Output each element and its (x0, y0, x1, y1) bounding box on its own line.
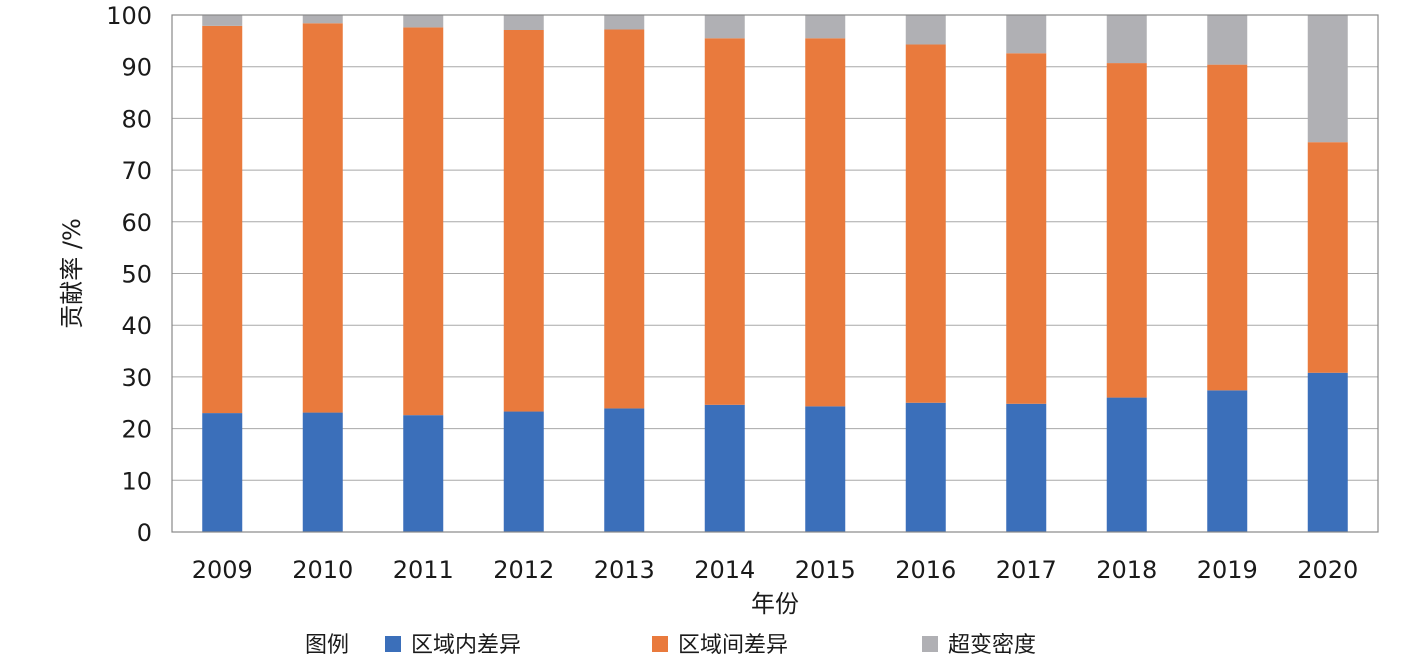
bar-segment (503, 15, 544, 30)
y-tick-label: 0 (137, 519, 152, 547)
bar-segment (805, 15, 846, 39)
legend-swatch (922, 636, 938, 652)
bar-segment (302, 15, 343, 24)
bar-segment (704, 404, 745, 532)
bar-segment (805, 38, 846, 407)
bar-segment (1106, 63, 1147, 398)
bar-segment (1207, 15, 1248, 65)
x-tick-label: 2014 (694, 556, 755, 584)
y-axis-title: 贡献率 /% (58, 218, 86, 329)
bar-segment (905, 402, 946, 532)
x-tick-label: 2013 (594, 556, 655, 584)
bar-segment (1207, 390, 1248, 532)
bar-segment (403, 27, 444, 416)
bar-segment (1207, 64, 1248, 391)
x-tick-labels: 2009 2010 2011 2012 2013 2014 2015 2016 2017 2018… (192, 556, 1359, 584)
bar-segment (1106, 15, 1147, 64)
x-tick-label: 2015 (795, 556, 856, 584)
bar-segment (1307, 15, 1348, 143)
bar-segment (604, 29, 645, 409)
plot-frame (171, 14, 1379, 533)
legend-swatch (652, 636, 668, 652)
bar-segment (704, 38, 745, 405)
bar-segment (403, 415, 444, 532)
bar-segment (604, 408, 645, 532)
bar-segment (302, 23, 343, 413)
bar-segment (805, 406, 846, 532)
legend: 图例 区域内差异 区域间差异 超变密度 (305, 633, 1036, 658)
y-tick-label: 20 (121, 416, 152, 444)
y-tick-labels: 0 10 20 30 40 50 60 70 80 90 100 (106, 2, 152, 547)
legend-label: 区域内差异 (411, 633, 521, 658)
legend-swatch (385, 636, 401, 652)
x-tick-label: 2009 (192, 556, 253, 584)
bar-segment (1006, 403, 1047, 532)
legend-label: 区域间差异 (678, 633, 788, 658)
bar-segment (503, 411, 544, 532)
y-tick-label: 90 (121, 54, 152, 82)
bar-segment (604, 15, 645, 30)
x-tick-label: 2012 (493, 556, 554, 584)
y-tick-label: 80 (121, 105, 152, 133)
legend-label: 超变密度 (948, 633, 1036, 658)
y-tick-label: 60 (121, 209, 152, 237)
bars (202, 15, 1348, 532)
bar-segment (1006, 53, 1047, 404)
bar-segment (403, 15, 444, 28)
y-tick-label: 100 (106, 2, 152, 30)
y-tick-label: 70 (121, 157, 152, 185)
legend-title: 图例 (305, 633, 349, 658)
bar-segment (202, 25, 243, 414)
y-tick-label: 50 (121, 261, 152, 289)
y-tick-label: 30 (121, 364, 152, 392)
x-tick-label: 2017 (996, 556, 1057, 584)
x-tick-label: 2016 (895, 556, 956, 584)
bar-segment (905, 15, 946, 45)
bar-segment (1307, 142, 1348, 373)
y-tick-label: 40 (121, 312, 152, 340)
x-axis-title: 年份 (751, 590, 799, 618)
x-tick-label: 2011 (393, 556, 454, 584)
bar-segment (202, 413, 243, 532)
bar-segment (302, 412, 343, 532)
x-tick-label: 2010 (292, 556, 353, 584)
gridlines (172, 66, 1378, 481)
x-tick-label: 2018 (1096, 556, 1157, 584)
bar-segment (1307, 372, 1348, 532)
x-tick-label: 2019 (1197, 556, 1258, 584)
bar-segment (905, 44, 946, 403)
bar-segment (1106, 397, 1147, 532)
bar-segment (704, 15, 745, 39)
y-tick-label: 10 (121, 467, 152, 495)
bar-segment (202, 15, 243, 26)
x-tick-label: 2020 (1297, 556, 1358, 584)
bar-segment (503, 29, 544, 412)
bar-segment (1006, 15, 1047, 54)
